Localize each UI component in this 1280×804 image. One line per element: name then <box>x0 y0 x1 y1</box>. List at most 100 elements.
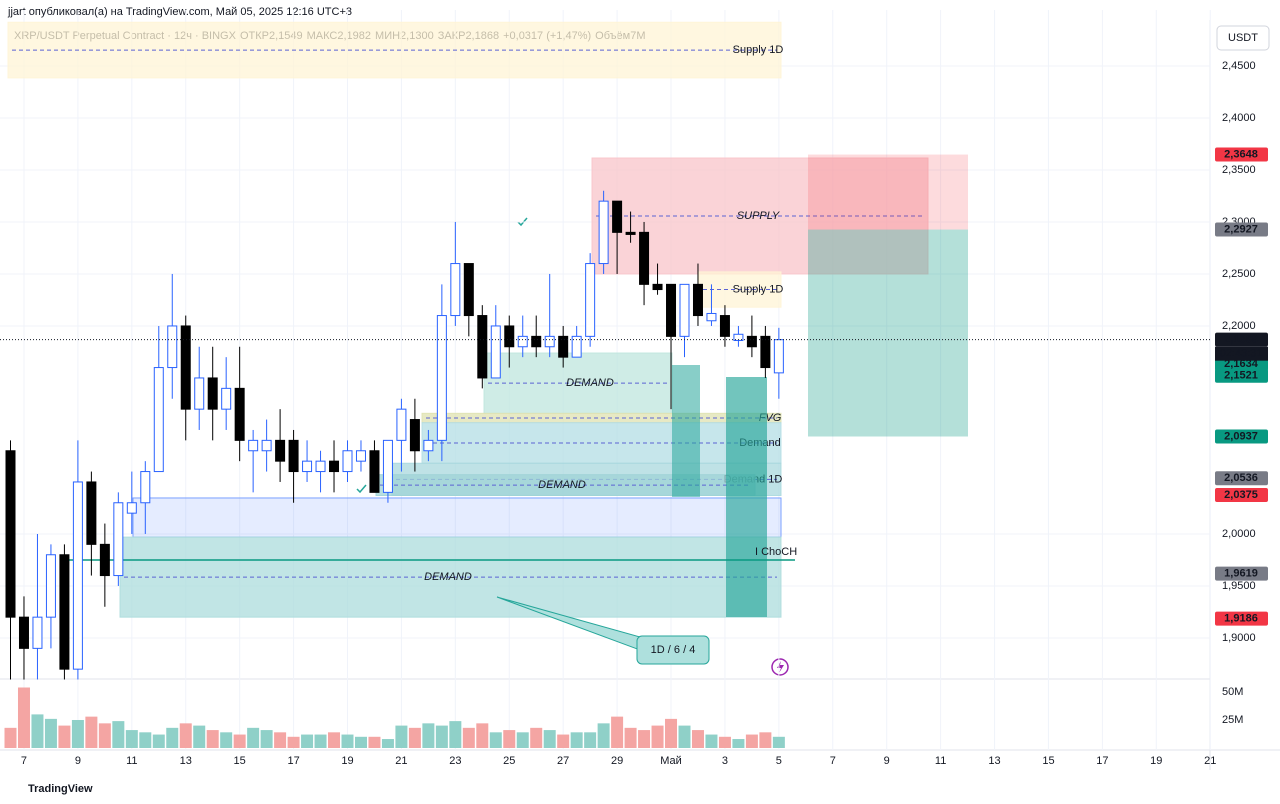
check <box>356 484 367 494</box>
alert-icon[interactable] <box>771 658 789 676</box>
x-tick-label: 17 <box>287 755 299 767</box>
candle-body <box>639 231 650 285</box>
check <box>517 217 528 227</box>
candle-body <box>544 335 555 348</box>
y-tick-label: 1,9500 <box>1222 580 1256 592</box>
x-tick-label: 21 <box>395 755 407 767</box>
candle-body <box>477 315 488 379</box>
volume-bar <box>260 730 273 748</box>
volume-bar <box>193 725 206 748</box>
volume-tick-label: 25M <box>1222 714 1243 726</box>
price-tag-label: 2,0536 <box>1224 472 1258 484</box>
candle-body <box>59 554 70 670</box>
zone-label: SUPPLY <box>737 210 780 222</box>
x-tick-label: 19 <box>1150 755 1162 767</box>
y-tick-label: 2,0000 <box>1222 528 1256 540</box>
y-tick-label: 2,2500 <box>1222 268 1256 280</box>
volume-bar <box>489 732 502 748</box>
candle-body <box>315 460 326 473</box>
volume-bar <box>745 734 758 748</box>
price-tag <box>1215 566 1268 581</box>
candle-body <box>180 325 191 410</box>
candle-body <box>531 335 542 348</box>
candle-body <box>679 283 690 337</box>
candle-body <box>18 616 29 649</box>
volume-tick-label: 50M <box>1222 686 1243 698</box>
volume-bar <box>381 739 394 748</box>
x-tick-label: 15 <box>1042 755 1054 767</box>
volume-bar <box>476 723 489 748</box>
volume-bar <box>206 730 219 748</box>
currency-button[interactable] <box>1216 25 1270 51</box>
volume-bar <box>152 734 165 748</box>
volume-bar <box>368 736 381 748</box>
volume-bar <box>233 734 246 748</box>
candle-body <box>733 333 744 342</box>
volume-bar <box>58 725 71 748</box>
volume-bar <box>220 732 233 748</box>
volume-bar <box>718 736 731 748</box>
price-tag-label: 2,1634 <box>1224 358 1259 370</box>
price-tag <box>1215 487 1268 502</box>
x-tick-label: 19 <box>341 755 353 767</box>
price-tag-label: 2,0937 <box>1224 430 1258 442</box>
candle-body <box>126 502 137 514</box>
countdown-bg <box>1215 346 1268 361</box>
candle-body <box>275 439 286 462</box>
candle-body <box>248 439 259 452</box>
volume-bar <box>516 732 529 748</box>
y-tick-label: 2,4000 <box>1222 112 1256 124</box>
zone-label: DEMAND <box>566 377 614 389</box>
footer-logo: TradingView <box>28 783 93 795</box>
volume-bar <box>179 723 192 748</box>
volume-bar <box>678 725 691 748</box>
candle-body <box>692 283 703 317</box>
x-tick-label: 25 <box>503 755 515 767</box>
price-tag-label: 2,0375 <box>1224 489 1258 501</box>
price-tag-label: 1,9186 <box>1224 613 1258 625</box>
y-tick-label: 2,4500 <box>1222 60 1256 72</box>
volume-bar <box>462 727 475 748</box>
volume-bar <box>341 734 354 748</box>
volume-bar <box>328 732 341 748</box>
candle-body <box>436 315 447 441</box>
candle-body <box>585 263 596 337</box>
candle-body <box>706 312 717 322</box>
callout-box <box>636 635 710 665</box>
candle-body <box>625 231 636 235</box>
price-tag-label: 1,9619 <box>1224 567 1258 579</box>
volume-bar <box>584 732 597 748</box>
volume-bar <box>247 727 260 748</box>
choch-label: I ChoCH <box>755 546 797 558</box>
volume-bar <box>287 736 300 748</box>
volume-bar <box>31 714 44 748</box>
volume-bar <box>611 716 624 748</box>
candle-body <box>463 263 474 317</box>
candle-body <box>396 408 407 441</box>
volume-bar <box>395 725 408 748</box>
candle-body <box>719 315 730 337</box>
price-tag <box>1215 332 1268 347</box>
candle-body <box>342 450 353 473</box>
price-tag-label: 2,1521 <box>1224 370 1258 382</box>
x-tick-label: 17 <box>1096 755 1108 767</box>
callout-text: 1D / 6 / 4 <box>651 644 696 656</box>
volume-bar <box>665 718 678 748</box>
x-tick-label: 9 <box>884 755 890 767</box>
y-tick-label: 1,9000 <box>1222 632 1256 644</box>
candle-body <box>113 502 124 577</box>
price-tag <box>1215 471 1268 486</box>
volume-bar <box>705 734 718 748</box>
reaction-bar <box>672 365 700 497</box>
zone-label: Supply 1D <box>733 44 784 56</box>
volume-bar <box>435 725 448 748</box>
volume-bar <box>691 730 704 748</box>
volume-bar <box>314 734 327 748</box>
volume-bar <box>732 739 745 748</box>
volume-bar <box>597 723 610 748</box>
candle-body <box>167 325 178 369</box>
volume-bar <box>651 725 664 748</box>
price-tag <box>1215 611 1268 626</box>
